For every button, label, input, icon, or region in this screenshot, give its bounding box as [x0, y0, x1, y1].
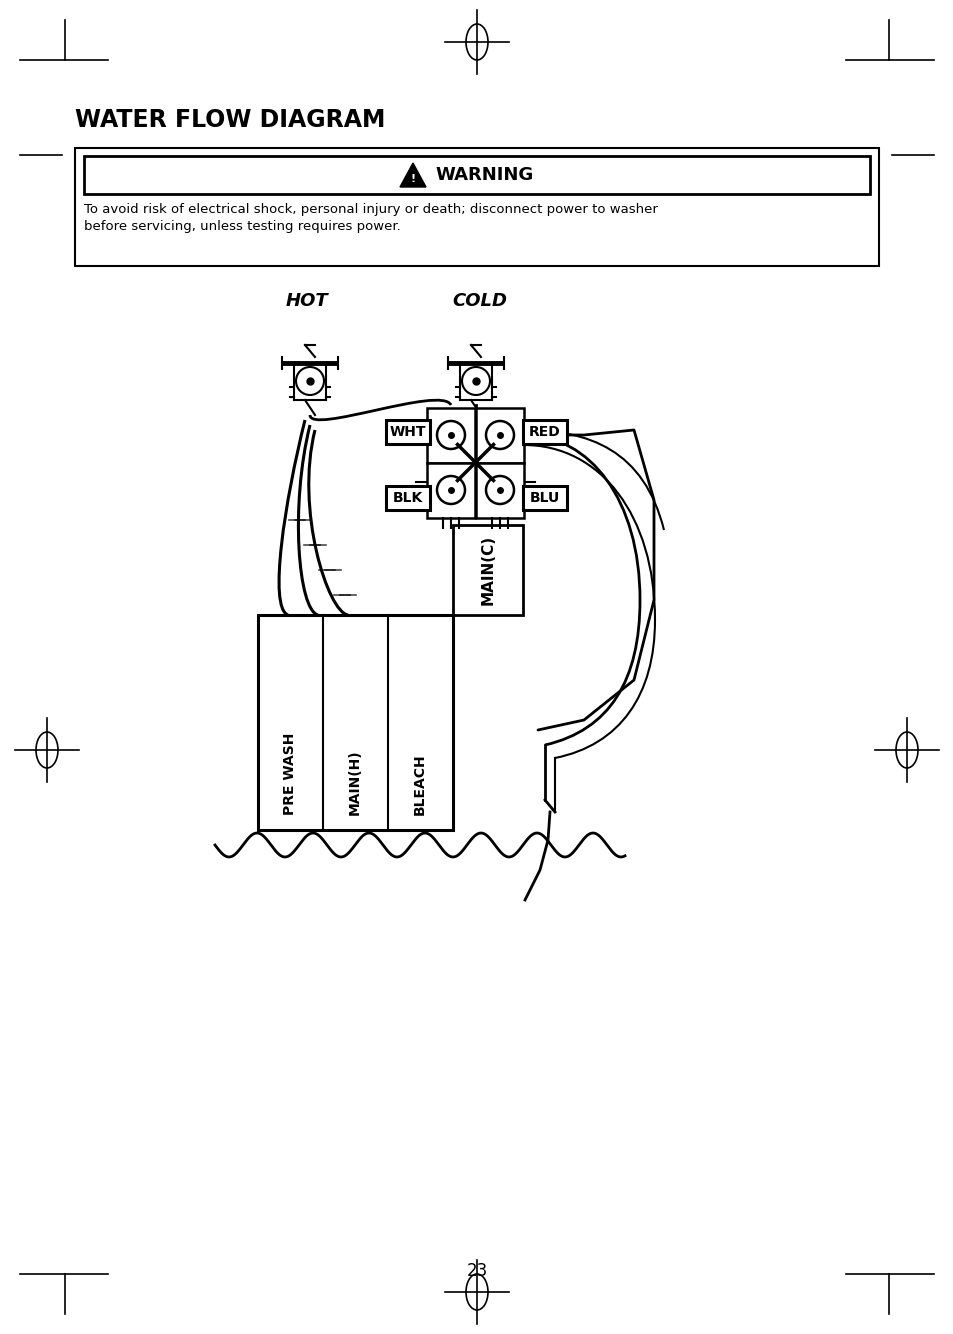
Text: 23: 23 [466, 1262, 487, 1281]
FancyBboxPatch shape [476, 407, 523, 463]
FancyBboxPatch shape [75, 148, 878, 265]
FancyBboxPatch shape [427, 463, 475, 518]
Text: HOT: HOT [286, 292, 328, 309]
Text: MAIN(C): MAIN(C) [480, 535, 495, 606]
Text: To avoid risk of electrical shock, personal injury or death; disconnect power to: To avoid risk of electrical shock, perso… [84, 203, 658, 216]
FancyBboxPatch shape [522, 420, 566, 444]
Text: WHT: WHT [390, 426, 426, 439]
Text: WARNING: WARNING [435, 165, 533, 184]
Text: BLK: BLK [393, 491, 423, 506]
FancyBboxPatch shape [257, 615, 453, 830]
FancyBboxPatch shape [386, 420, 430, 444]
FancyBboxPatch shape [386, 486, 430, 510]
FancyBboxPatch shape [476, 463, 523, 518]
Text: MAIN(H): MAIN(H) [348, 750, 361, 815]
Polygon shape [399, 163, 426, 187]
FancyBboxPatch shape [84, 156, 869, 193]
Text: PRE WASH: PRE WASH [283, 732, 296, 815]
Text: COLD: COLD [452, 292, 506, 309]
Text: BLEACH: BLEACH [413, 754, 427, 815]
FancyBboxPatch shape [522, 486, 566, 510]
FancyBboxPatch shape [427, 407, 475, 463]
Text: RED: RED [529, 426, 560, 439]
Text: BLU: BLU [529, 491, 559, 506]
FancyBboxPatch shape [453, 526, 522, 615]
Text: before servicing, unless testing requires power.: before servicing, unless testing require… [84, 220, 400, 233]
Text: !: ! [410, 173, 416, 184]
Text: WATER FLOW DIAGRAM: WATER FLOW DIAGRAM [75, 108, 385, 132]
